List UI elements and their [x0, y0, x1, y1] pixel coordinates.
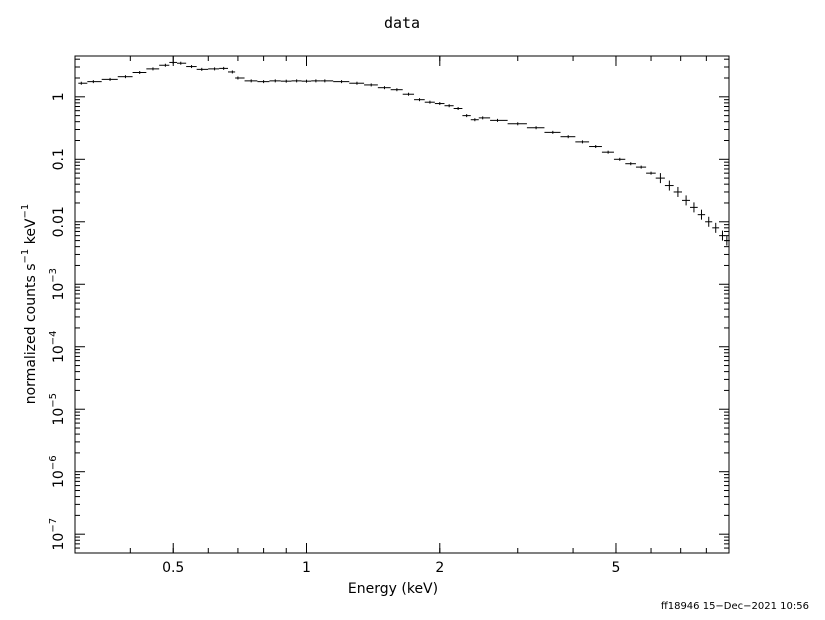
y-tick-label-exponent: −6	[48, 455, 59, 470]
data-point	[414, 98, 425, 102]
data-point	[712, 222, 720, 233]
y-tick-label-base: 0.01	[51, 206, 67, 237]
y-tick-label-base: 10	[51, 408, 67, 426]
data-point	[280, 79, 292, 83]
y-tick-label-exponent: −3	[48, 268, 59, 283]
data-point	[589, 145, 602, 149]
data-point	[101, 77, 118, 81]
data-points	[78, 60, 730, 246]
data-point	[490, 118, 508, 122]
data-point	[219, 66, 229, 70]
y-tick-label: 10−3	[48, 268, 67, 301]
data-point	[544, 130, 561, 134]
data-point	[646, 171, 656, 175]
data-point	[169, 60, 177, 64]
data-point	[526, 126, 545, 130]
data-point	[244, 79, 258, 83]
y-tick-label-base: 10	[51, 470, 67, 488]
y-tick-label: 10−7	[48, 518, 67, 551]
data-point	[664, 180, 674, 191]
data-point	[705, 216, 713, 227]
data-point	[655, 173, 665, 184]
data-point	[269, 79, 281, 83]
x-tick-labels: 0.5 1 2 5	[162, 560, 620, 576]
data-point	[311, 79, 321, 83]
data-point	[402, 92, 415, 96]
data-point	[697, 209, 706, 220]
y-tick-label-base: 0.1	[51, 148, 67, 170]
x-tick-label: 1	[302, 560, 311, 576]
data-point	[673, 186, 683, 197]
data-point	[470, 118, 479, 122]
data-point	[724, 235, 730, 246]
data-point	[235, 76, 245, 80]
plot-frame	[74, 55, 730, 554]
data-point	[444, 104, 454, 108]
data-point	[176, 61, 187, 65]
data-point	[301, 79, 312, 83]
data-point	[159, 63, 170, 67]
data-point	[87, 80, 102, 84]
data-point	[228, 70, 236, 74]
data-point	[196, 67, 209, 71]
y-tick-label: 0.01	[51, 206, 67, 237]
data-point	[507, 122, 527, 126]
y-tick-label: 10−5	[48, 393, 67, 426]
y-tick-label-exponent: −5	[48, 393, 59, 408]
y-tick-label-base: 10	[51, 533, 67, 551]
data-point	[78, 81, 88, 85]
x-tick-label: 0.5	[162, 560, 184, 576]
data-point	[377, 86, 391, 90]
y-axis-label-sup1: −1	[20, 249, 31, 264]
data-point	[478, 116, 491, 120]
data-point	[390, 88, 403, 92]
data-point	[364, 83, 378, 87]
data-point	[560, 135, 576, 139]
data-point	[575, 140, 590, 144]
data-point	[186, 65, 197, 69]
x-tick-label: 5	[612, 560, 621, 576]
x-axis-label: Energy (keV)	[348, 581, 438, 597]
data-point	[625, 162, 636, 166]
y-tick-label: 10−4	[48, 330, 67, 363]
y-tick-label-exponent: −4	[48, 330, 59, 345]
data-point	[690, 202, 698, 213]
data-point	[613, 157, 626, 161]
data-point	[719, 230, 725, 241]
data-point	[257, 80, 270, 84]
data-point	[682, 195, 691, 206]
y-tick-label: 0.1	[51, 148, 67, 170]
data-point	[146, 67, 160, 71]
data-point	[117, 75, 133, 79]
data-point	[208, 67, 220, 71]
y-tick-label-exponent: −7	[48, 518, 59, 533]
y-axis-label-sup2: −1	[20, 204, 31, 219]
data-point	[291, 79, 302, 83]
data-point	[320, 79, 334, 83]
axis-ticks	[74, 56, 730, 554]
y-axis-label-base: normalized counts s	[23, 263, 39, 404]
data-point	[453, 107, 463, 111]
y-tick-label-base: 10	[51, 345, 67, 363]
footer-stamp: ff18946 15−Dec−2021 10:56	[661, 601, 809, 612]
x-tick-label: 2	[435, 560, 444, 576]
y-axis-label: normalized counts s−1 keV−1	[20, 204, 39, 405]
y-tick-label: 1	[51, 92, 67, 101]
data-point	[349, 81, 365, 85]
data-point	[424, 100, 435, 104]
data-point	[333, 80, 350, 84]
data-point	[601, 150, 614, 154]
y-axis-label-mid: keV	[23, 218, 39, 249]
y-tick-label: 10−6	[48, 455, 67, 488]
data-point	[434, 102, 445, 106]
y-tick-label-base: 1	[51, 92, 67, 101]
chart-title: data	[384, 14, 420, 32]
data-point	[635, 165, 647, 169]
data-point	[132, 70, 147, 74]
y-tick-label-base: 10	[51, 283, 67, 301]
data-point	[462, 114, 471, 118]
